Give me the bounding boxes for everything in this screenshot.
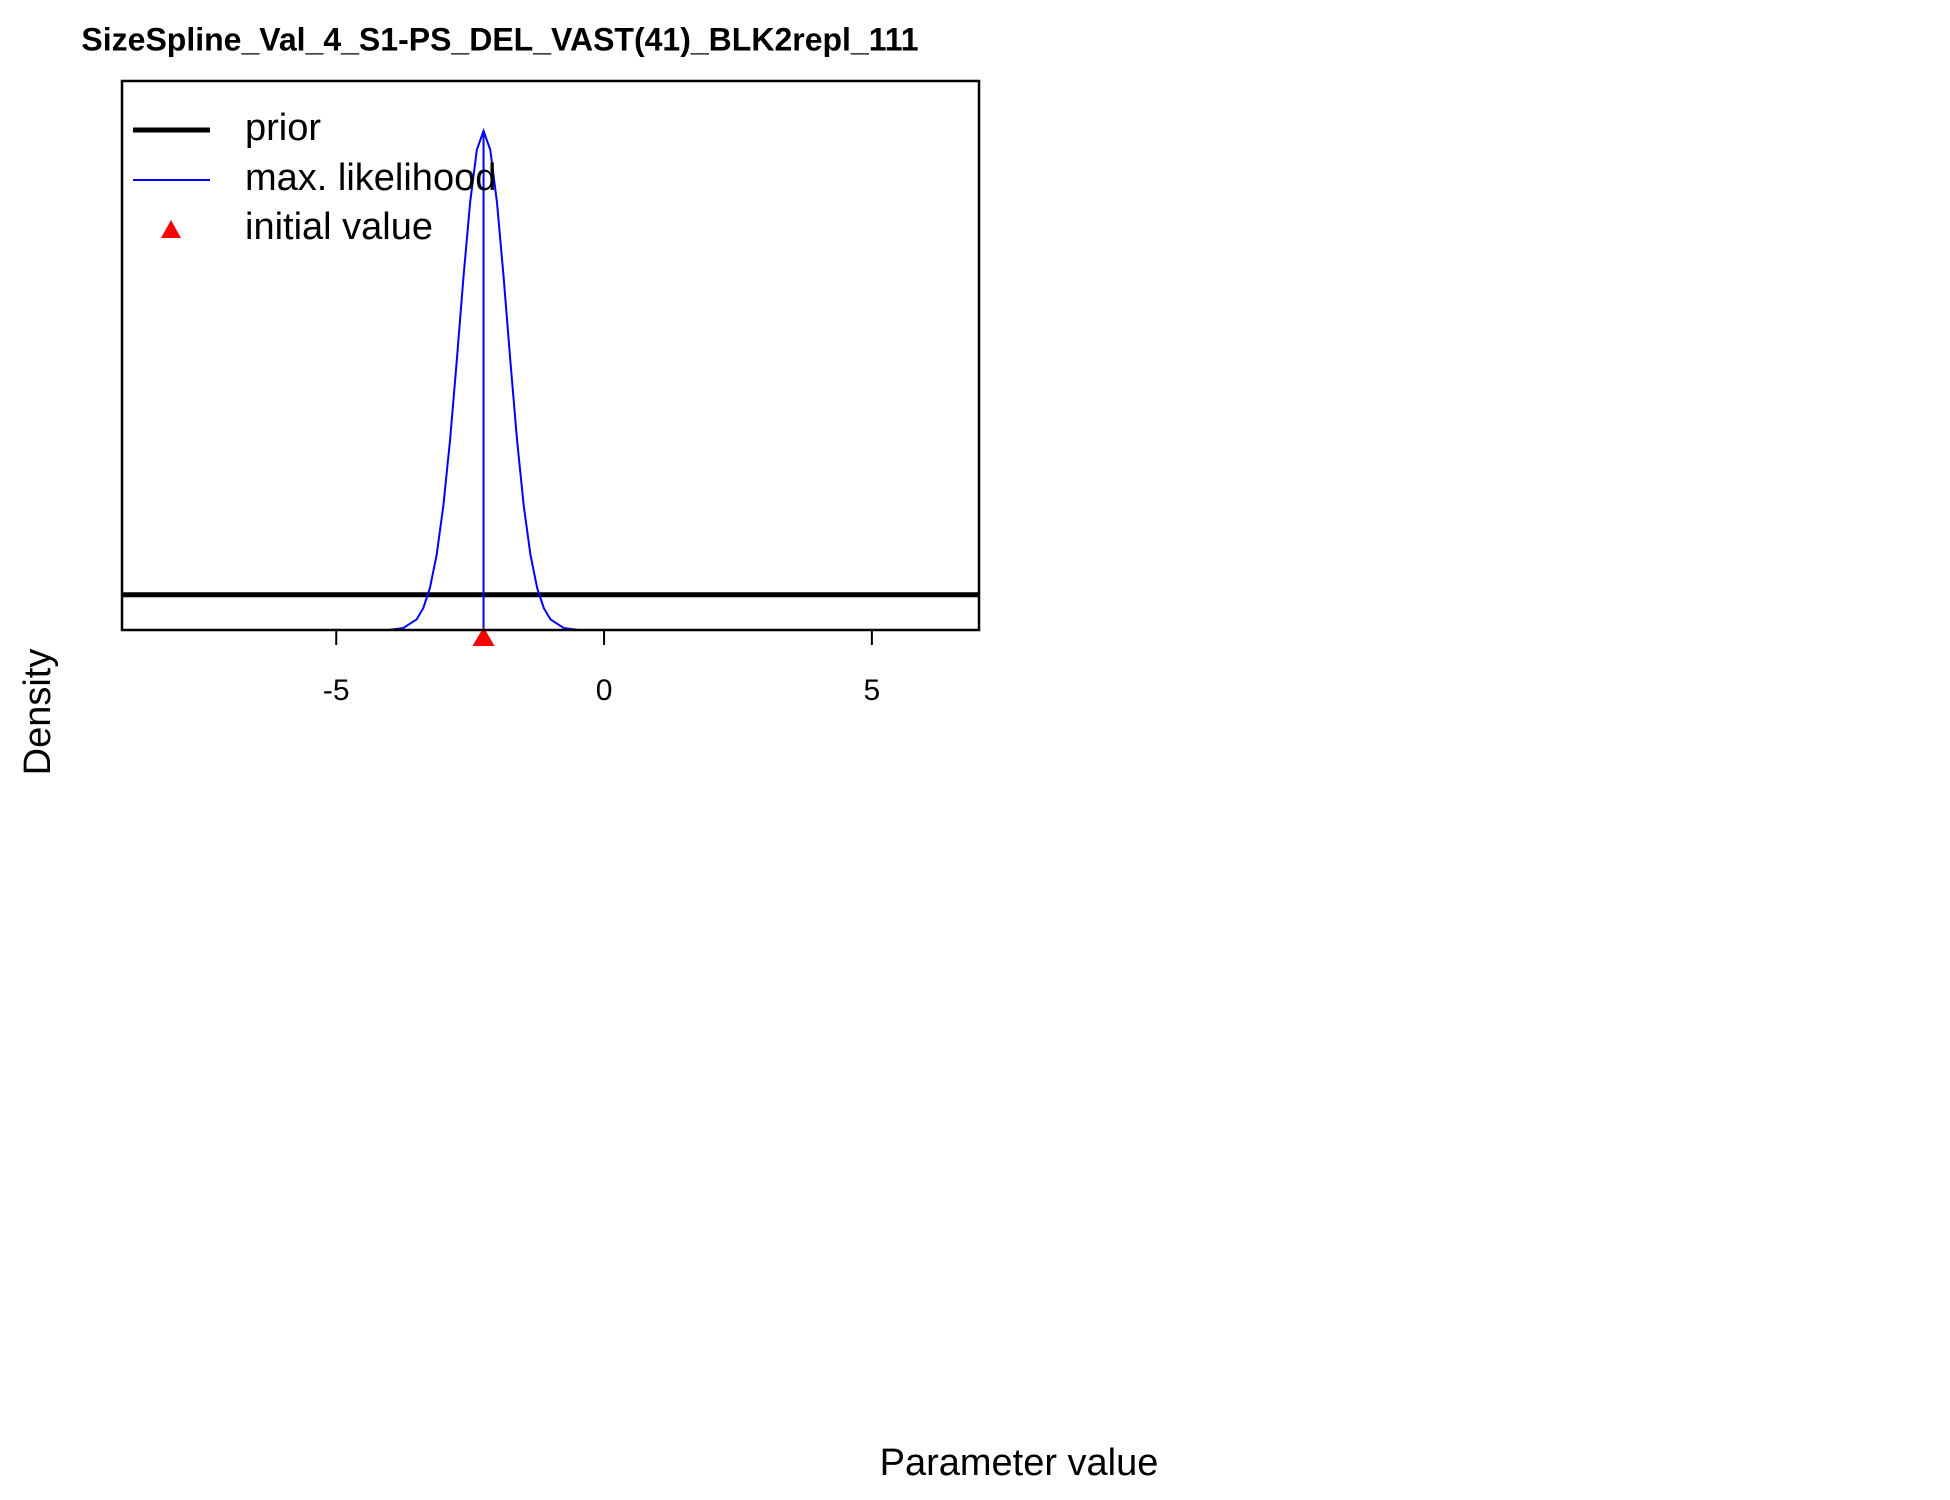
x-tick-label: -5 [323,674,350,707]
legend-label: prior [245,107,321,149]
x-tick-label: 0 [596,674,613,707]
legend-label: max. likelihood [245,157,496,199]
initial-value-marker [472,627,495,646]
x-tick-label: 5 [864,674,881,707]
y-axis-label: Density [17,649,59,776]
legend-label: initial value [245,206,433,248]
legend-swatch [161,220,181,238]
plot-frame [120,79,981,632]
x-axis-label: Parameter value [880,1442,1159,1484]
chart-title: SizeSpline_Val_4_S1-PS_DEL_VAST(41)_BLK2… [81,21,918,57]
